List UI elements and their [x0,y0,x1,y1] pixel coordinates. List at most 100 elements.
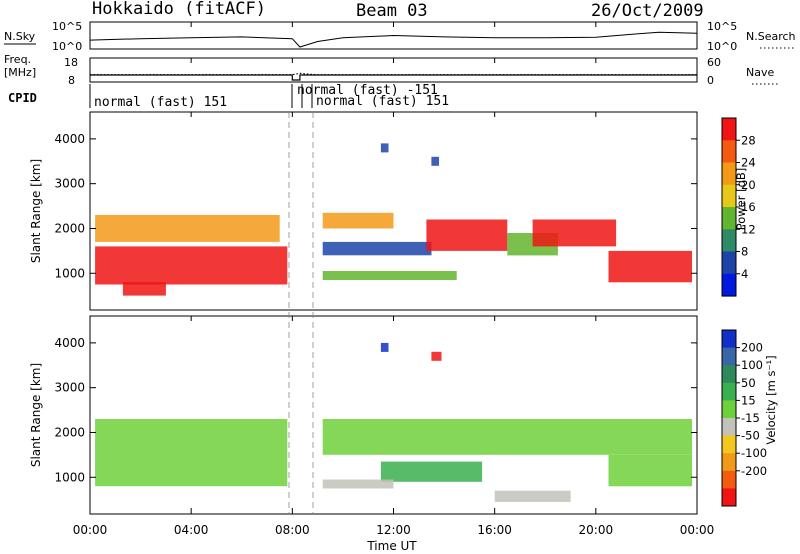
x-ticklabel-2: 08:00 [275,523,310,537]
power-cell-3 [322,241,432,256]
velocity-ylabel: Slant Range [km] [29,363,43,467]
velocity-cbar-swatch-3 [722,382,736,401]
velocity-cbar-swatch-1 [722,347,736,366]
velocity-cbar-swatch-2 [722,365,736,384]
nave-series-line [90,72,697,76]
velocity-cell-5 [608,454,692,487]
power-cbar-ticklabel-1: 8 [741,245,748,259]
velocity-cbar-swatch-4 [722,400,736,419]
power-cbar-swatch-4 [722,207,736,230]
velocity-y-ticklabel-1: 2000 [54,425,85,439]
freq-right-tick-bottom: 0 [707,74,714,87]
power-cell-5 [322,212,394,229]
velocity-cbar-ticklabel-2: 50 [741,376,756,390]
power-y-ticklabel-2: 3000 [54,177,85,191]
velocity-heatmap [95,342,692,502]
power-cbar-ticklabel-4: 20 [741,178,756,192]
power-cbar-swatch-3 [722,184,736,208]
power-ylabel: Slant Range [km] [29,159,43,263]
velocity-cbar-ticklabel-6: -100 [741,446,767,460]
power-cbar-swatch-6 [722,251,736,275]
power-cbar-ticklabel-5: 24 [741,156,756,170]
power-cell-11 [431,156,439,166]
power-y-axis: 1000 2000 3000 4000 [54,132,697,280]
noise-right-tick-bottom: 10^0 [707,40,737,53]
x-ticklabel-6: 00:00 [680,523,715,537]
x-axis: 00:00 04:00 08:00 12:00 16:00 20:00 00:00 [73,22,715,537]
power-heatmap [95,143,692,296]
freq-left-tick-top: 18 [64,56,78,69]
velocity-cbar-ticklabel-1: 100 [741,358,763,372]
noise-left-label: N.Sky [4,30,36,43]
freq-series-line [90,74,697,81]
velocity-y-axis: 1000 2000 3000 4000 [54,336,697,484]
power-cbar-ticklabel-0: 4 [741,267,748,281]
power-colorbar-label: Power [dB] [734,168,748,231]
power-cbar-swatch-2 [722,162,736,186]
station-title: Hokkaido (fitACF) [92,0,266,19]
power-cell-8 [532,219,617,247]
velocity-cbar-swatch-0 [722,330,736,349]
velocity-cbar-swatch-8 [722,470,736,489]
power-cbar-ticklabel-6: 28 [741,133,756,147]
velocity-cbar-ticklabel-3: 15 [741,393,756,407]
velocity-cbar-ticklabel-0: 200 [741,341,763,355]
velocity-y-ticklabel-3: 4000 [54,336,85,350]
velocity-cell-2 [380,461,483,482]
power-cbar-ticklabel-2: 12 [741,222,756,236]
cpid-segment-2: normal (fast) -151 [297,83,438,98]
velocity-y-ticklabel-2: 3000 [54,381,85,395]
noise-right-tick-top: 10^5 [707,20,737,33]
velocity-colorbar: 200 100 50 15 -15 -50 -100 -200 [721,329,767,507]
power-y-ticklabel-0: 1000 [54,266,85,280]
date-title: 26/Oct/2009 [591,1,704,21]
x-ticklabel-0: 00:00 [73,523,108,537]
velocity-cell-1 [322,419,692,455]
power-cbar-swatch-1 [722,140,736,164]
velocity-cbar-swatch-9 [722,488,736,507]
power-y-ticklabel-1: 2000 [54,221,85,235]
x-ticklabel-3: 12:00 [376,523,411,537]
power-cbar-ticklabel-3: 16 [741,200,756,214]
velocity-cbar-ticklabel-5: -50 [741,429,760,443]
power-cell-0 [95,246,288,285]
power-cell-2 [122,282,166,296]
freq-label-line2: [MHz] [4,66,36,79]
x-axis-label: Time UT [366,539,417,553]
velocity-cell-6 [380,342,389,352]
cpid-label: CPID [8,91,37,105]
noise-right-label: N.Search [746,30,796,43]
velocity-cbar-swatch-7 [722,453,736,472]
velocity-cell-0 [95,419,288,487]
velocity-cbar-swatch-5 [722,418,736,437]
x-ticklabel-5: 20:00 [579,523,614,537]
noise-left-tick-top: 10^5 [52,20,82,33]
power-cell-4 [322,271,457,280]
power-cbar-swatch-5 [722,229,736,253]
x-ticklabel-1: 04:00 [174,523,209,537]
freq-left-tick-bottom: 8 [68,74,75,87]
velocity-cbar-ticklabel-4: -15 [741,411,760,425]
power-cell-6 [426,219,508,251]
x-ticklabel-4: 16:00 [477,523,512,537]
velocity-cbar-swatch-6 [722,435,736,454]
power-cell-10 [380,143,389,153]
nsky-series-line [89,31,698,48]
power-y-ticklabel-3: 4000 [54,132,85,146]
velocity-y-ticklabel-0: 1000 [54,470,85,484]
velocity-colorbar-label: Velocity [m s⁻¹] [764,355,778,444]
velocity-cell-3 [322,479,394,489]
power-cell-9 [608,250,692,283]
velocity-cell-7 [431,351,442,361]
freq-right-tick-top: 60 [707,56,721,69]
freq-label-line1: Freq. [4,53,31,66]
power-cbar-swatch-7 [722,273,736,297]
velocity-cbar-ticklabel-7: -200 [741,464,767,478]
nave-label: Nave [746,66,774,79]
power-cbar-swatch-0 [722,118,736,141]
cpid-segment-3: normal (fast) 151 [316,94,449,109]
noise-left-tick-bottom: 10^0 [52,40,82,53]
power-cell-1 [95,215,280,242]
